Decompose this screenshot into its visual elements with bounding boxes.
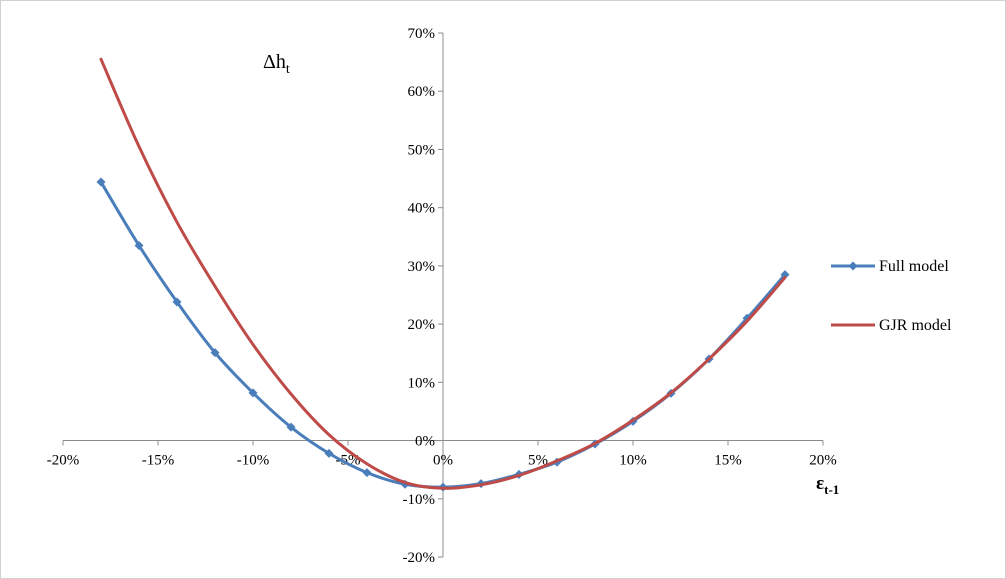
data-point-full-model xyxy=(134,241,144,251)
legend-marker-full-model xyxy=(848,261,858,271)
data-point-full-model xyxy=(286,422,296,432)
x-tick-label: 10% xyxy=(619,453,647,469)
data-point-full-model xyxy=(172,297,182,307)
y-axis-label: Δht xyxy=(263,51,290,77)
y-tick-label: 0% xyxy=(415,434,435,450)
legend-item-full-model: Full model xyxy=(831,258,949,275)
y-tick-label: 10% xyxy=(408,375,436,391)
legend-label-full-model: Full model xyxy=(879,258,949,275)
x-tick-label: 5% xyxy=(528,453,548,469)
legend-label-gjr-model: GJR model xyxy=(879,317,952,334)
y-tick-label: -10% xyxy=(403,492,436,508)
y-tick-label: 50% xyxy=(408,142,436,158)
x-tick-label: 0% xyxy=(433,453,453,469)
data-point-full-model xyxy=(210,348,220,358)
y-tick-label: 70% xyxy=(408,26,436,42)
y-tick-label: 60% xyxy=(408,84,436,100)
x-tick-label: 20% xyxy=(809,453,837,469)
legend-item-gjr-model: GJR model xyxy=(831,317,952,334)
x-axis-label: εt-1 xyxy=(816,473,839,497)
y-axis-label-sub: t xyxy=(286,62,290,77)
data-point-full-model xyxy=(362,468,372,478)
data-point-full-model xyxy=(780,270,790,280)
y-tick-label: 40% xyxy=(408,201,436,217)
x-tick-label: -15% xyxy=(142,453,175,469)
axes: -20% -15% -10% -5% 0% 5% 10% 15% 20%-20%-10%0%10… xyxy=(47,26,837,566)
series-layer xyxy=(96,57,790,492)
x-axis-label-sub: t-1 xyxy=(824,482,839,497)
series-gjr-model xyxy=(99,57,787,490)
y-axis-label-main: Δh xyxy=(263,51,286,73)
labels-layer: Δht εt-1 xyxy=(263,51,839,497)
x-axis-label-main: ε xyxy=(816,473,824,494)
x-tick-label: -20% xyxy=(47,453,80,469)
data-point-full-model xyxy=(96,177,106,187)
y-tick-label: 30% xyxy=(408,259,436,275)
legend: Full model GJR model xyxy=(831,258,952,334)
y-tick-label: 20% xyxy=(408,317,436,333)
x-tick-label: -10% xyxy=(237,453,270,469)
x-tick-label: 15% xyxy=(714,453,742,469)
series-line-gjr-model xyxy=(99,57,787,490)
data-point-full-model xyxy=(248,388,258,398)
y-tick-label: -20% xyxy=(403,550,436,566)
data-point-full-model xyxy=(324,448,334,458)
